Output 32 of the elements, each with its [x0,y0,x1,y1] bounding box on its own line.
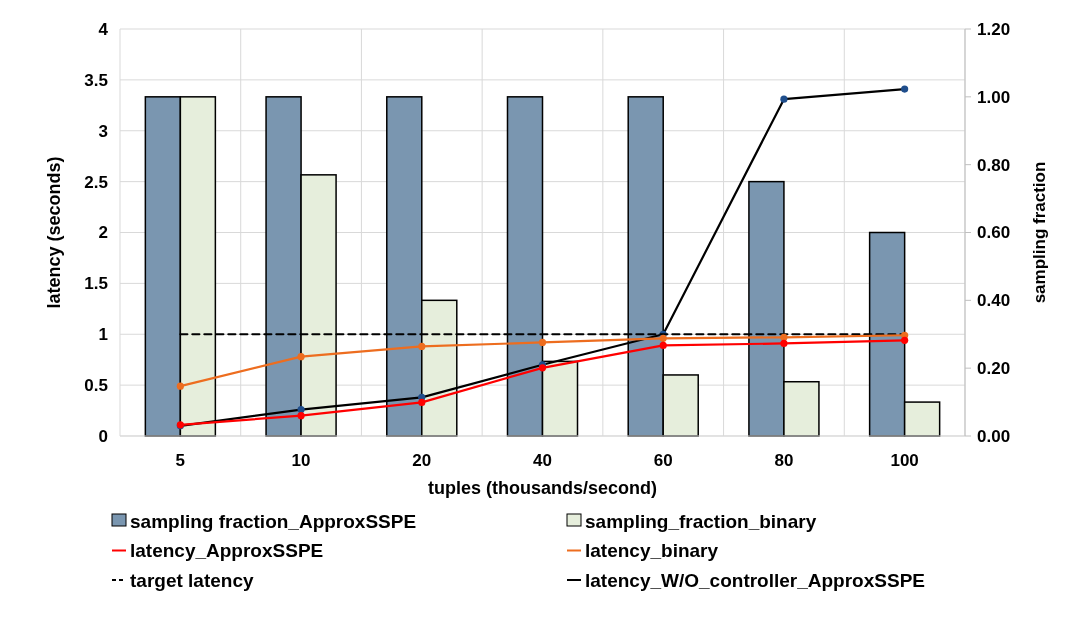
y-tick-label: 0.5 [84,376,108,396]
y-tick-label: 1.5 [84,274,108,294]
y2-tick-label: 0.40 [977,291,1011,311]
x-tick-label: 10 [291,451,311,470]
y-tick-label: 0 [98,426,108,446]
y2-tick-label: 0.00 [977,426,1011,446]
y-tick-label: 3 [98,121,108,141]
y-tick-label: 4 [98,19,109,39]
x-tick-label: 20 [412,451,432,470]
x-tick-label: 5 [175,451,186,470]
legend-label: sampling_fraction_binary [585,510,817,532]
y2-tick-label: 0.80 [977,155,1011,175]
y-tick-label: 2.5 [84,172,108,192]
legend-label: latency_ApproxSSPE [130,540,324,562]
legend-label: target latency [130,569,254,591]
y2-tick-label: 0.20 [977,359,1011,379]
x-axis-title: tuples (thousands/second) [427,478,658,498]
y-axis-title: latency (seconds) [44,156,64,309]
y-tick-label: 3.5 [84,70,108,90]
legend-label: latency_W/O_controller_ApproxSSPE [585,569,925,591]
y-tick-label: 1 [98,325,108,345]
y2-axis-title: sampling fraction [1030,161,1049,304]
y2-tick-label: 1.20 [977,19,1011,39]
x-tick-label: 40 [533,451,552,470]
y2-tick-label: 1.00 [977,87,1011,107]
legend-label: latency_binary [585,540,719,562]
y-tick-label: 2 [98,223,108,243]
legend-label: sampling fraction_ApproxSSPE [130,510,417,532]
y2-tick-label: 0.60 [977,223,1011,243]
x-tick-label: 60 [653,451,673,470]
x-tick-label: 100 [890,451,919,470]
x-tick-label: 80 [774,451,794,470]
